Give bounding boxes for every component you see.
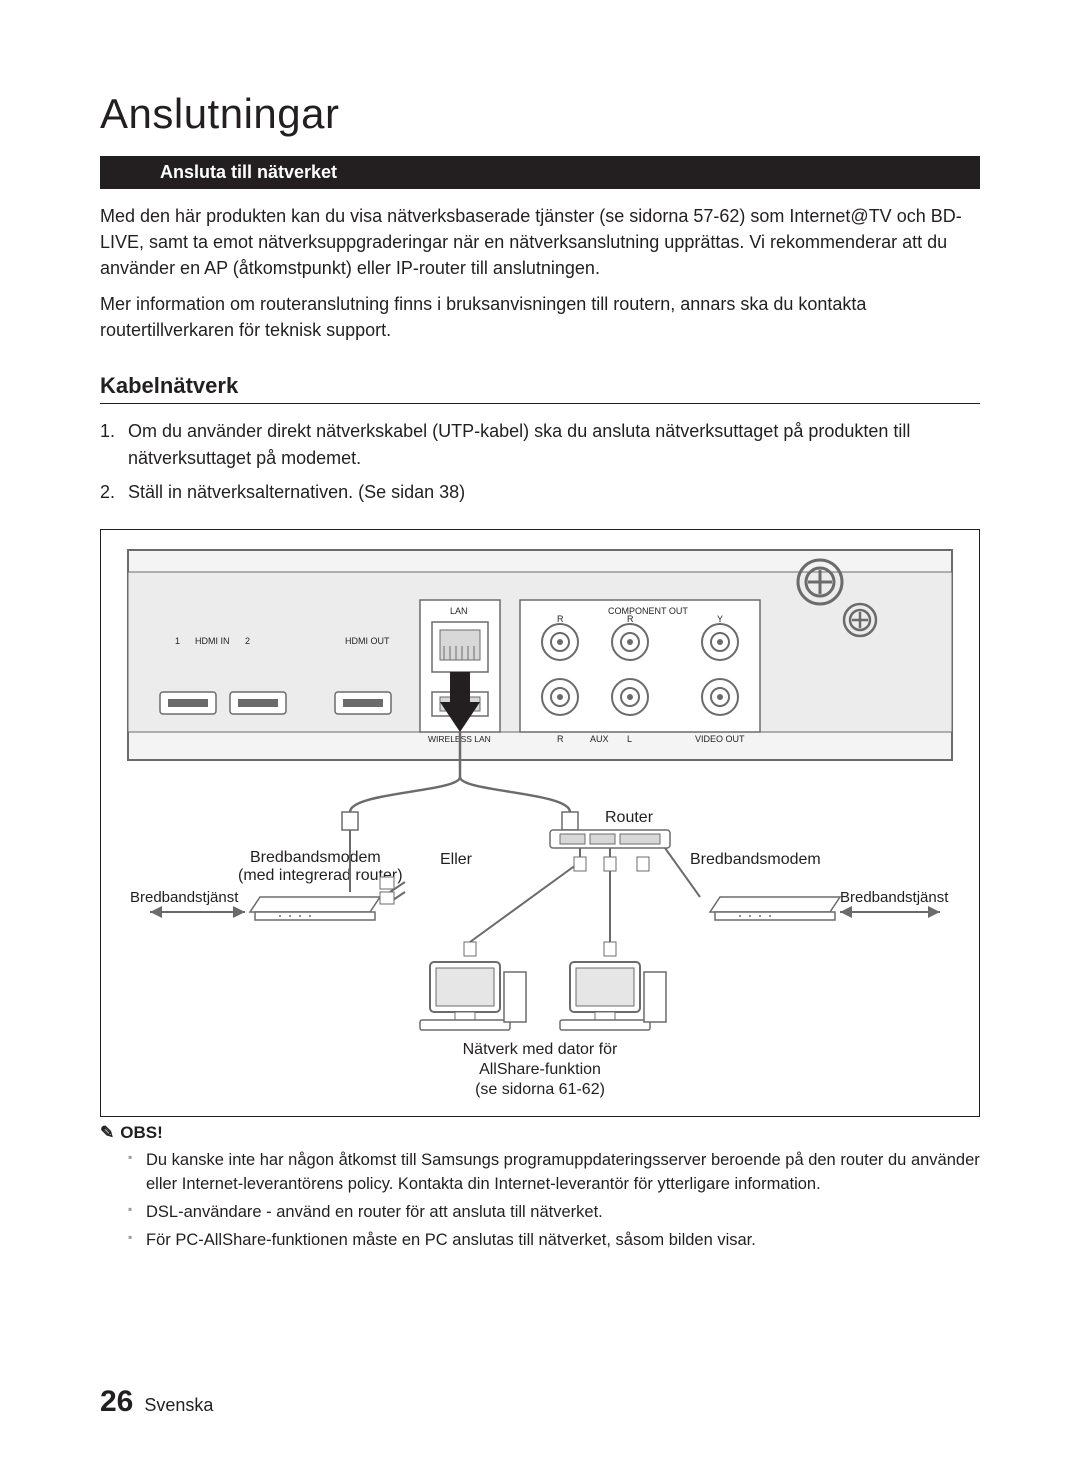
- modem-icon: [250, 897, 380, 920]
- lan-label: LAN: [450, 606, 468, 616]
- rca-jack-icon: [542, 679, 578, 715]
- step-text: Ställ in nätverksalternativen. (Se sidan…: [128, 479, 980, 505]
- step-number: 1.: [100, 418, 128, 470]
- steps-list: 1. Om du använder direkt nätverkskabel (…: [100, 418, 980, 504]
- rca-jack-icon: [702, 679, 738, 715]
- modem-label: Bredbandsmodem: [690, 851, 821, 868]
- router-label: Router: [605, 809, 654, 826]
- network-pc-label-1: Nätverk med dator för: [463, 1041, 618, 1058]
- note-icon: ✎: [100, 1123, 114, 1143]
- screw-icon: [798, 560, 842, 604]
- rca-jack-icon: [702, 624, 738, 660]
- broadband-service-label: Bredbandstjänst: [130, 889, 239, 906]
- heading-rule: [100, 403, 980, 404]
- rca-jack-icon: [542, 624, 578, 660]
- modem-icon: [710, 897, 840, 920]
- footer-language: Svenska: [144, 1395, 213, 1415]
- page-footer: 26 Svenska: [100, 1385, 213, 1419]
- hdmi-port-icon: [230, 692, 286, 714]
- hdmi-in-2-label: 2: [245, 636, 250, 646]
- connection-diagram: 1 HDMI IN 2 HDMI OUT: [100, 529, 980, 1117]
- screw-icon: [844, 604, 876, 636]
- device-panel: 1 HDMI IN 2 HDMI OUT: [128, 550, 952, 760]
- rj45-plug-icon: [604, 942, 616, 956]
- rca-r-label: R: [557, 614, 564, 624]
- intro-paragraph-2: Mer information om routeranslutning finn…: [100, 291, 980, 343]
- step-text: Om du använder direkt nätverkskabel (UTP…: [128, 418, 980, 470]
- diagram-svg: 1 HDMI IN 2 HDMI OUT: [120, 542, 960, 1102]
- rca-r-label: R: [627, 614, 634, 624]
- rca-jack-icon: [612, 679, 648, 715]
- modem-router-label-2: (med integrerad router): [238, 867, 403, 884]
- page-number: 26: [100, 1385, 133, 1418]
- rca-r-label: R: [557, 734, 564, 744]
- rj45-plug-icon: [574, 857, 586, 871]
- note-item: För PC-AllShare-funktionen måste en PC a…: [128, 1229, 980, 1253]
- computer-icon: [420, 962, 526, 1030]
- modem-router-label-1: Bredbandsmodem: [250, 849, 381, 866]
- note-item: DSL-användare - använd en router för att…: [128, 1201, 980, 1225]
- step-item: 1. Om du använder direkt nätverkskabel (…: [100, 418, 980, 470]
- note-heading: ✎ OBS!: [100, 1123, 980, 1143]
- component-out-label: COMPONENT OUT: [608, 606, 688, 616]
- intro-paragraph-1: Med den här produkten kan du visa nätver…: [100, 203, 980, 281]
- network-pc-label-2: AllShare-funktion: [479, 1061, 601, 1078]
- video-out-label: VIDEO OUT: [695, 734, 745, 744]
- service-arrow-right: [840, 906, 940, 918]
- section-banner: Ansluta till nätverket: [100, 156, 980, 189]
- ethernet-port-icon: [432, 622, 488, 672]
- rca-jack-icon: [612, 624, 648, 660]
- computer-icon: [560, 962, 666, 1030]
- rj45-plug-icon: [464, 942, 476, 956]
- hdmi-in-1-label: 1: [175, 636, 180, 646]
- cable-path: [470, 848, 610, 942]
- step-item: 2. Ställ in nätverksalternativen. (Se si…: [100, 479, 980, 505]
- step-number: 2.: [100, 479, 128, 505]
- rj45-plug-icon: [342, 812, 358, 830]
- or-label: Eller: [440, 851, 473, 868]
- rj45-plug-icon: [604, 857, 616, 871]
- network-pc-label-3: (se sidorna 61-62): [475, 1081, 605, 1098]
- hdmi-port-icon: [160, 692, 216, 714]
- note-item: Du kanske inte har någon åtkomst till Sa…: [128, 1149, 980, 1197]
- chapter-title: Anslutningar: [100, 90, 980, 138]
- hdmi-in-label: HDMI IN: [195, 636, 230, 646]
- rj45-plug-icon: [637, 857, 649, 871]
- note-heading-text: OBS!: [120, 1123, 163, 1143]
- hdmi-port-icon: [335, 692, 391, 714]
- note-list: Du kanske inte har någon åtkomst till Sa…: [100, 1149, 980, 1253]
- aux-label: AUX: [590, 734, 609, 744]
- cable-path: [350, 830, 405, 902]
- service-arrow-left: [150, 906, 245, 918]
- rj45-plug-icon: [562, 812, 578, 830]
- rca-l-label: L: [627, 734, 632, 744]
- subsection-heading: Kabelnätverk: [100, 373, 980, 399]
- broadband-service-label: Bredbandstjänst: [840, 889, 949, 906]
- rca-y-label: Y: [717, 614, 723, 624]
- hdmi-out-label: HDMI OUT: [345, 636, 390, 646]
